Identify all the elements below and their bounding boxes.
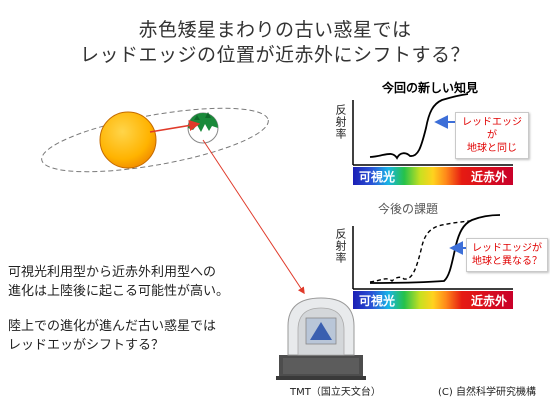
top-panel-axes [352, 100, 513, 166]
bottom-y-axis-label: 反射率 [334, 228, 347, 264]
bottom-spectrum-bar: 可視光 近赤外 [353, 291, 513, 309]
top-y-axis-label: 反射率 [334, 104, 347, 140]
tmt-telescope-icon [276, 297, 366, 380]
orbit-ellipse [41, 107, 269, 173]
bottom-spectrum-nir-label: 近赤外 [470, 294, 507, 308]
top-reflectance-curve [369, 93, 469, 160]
top-spectrum-bar: 可視光 近赤外 [353, 167, 513, 185]
bottom-callout: レッドエッジが 地球と異なる？ [466, 238, 548, 272]
top-callout: レッドエッジが 地球と同じ [455, 112, 529, 159]
telescope-caption: TMT（国立天文台） [290, 387, 381, 398]
credit-text: (C) 自然科学研究機構 [438, 387, 536, 398]
bottom-panel-title: 今後の課題 [378, 202, 439, 216]
bottom-callout-line1: レッドエッジが [472, 243, 542, 254]
body-para2-line2: レッドエッがシフトする？ [8, 338, 165, 353]
body-para1-line2: 進化は上陸後に起こる可能性が高い。 [8, 284, 230, 299]
light-arrow [149, 119, 201, 133]
top-callout-line1: レッドエッジが [462, 117, 522, 141]
observation-arrow [202, 139, 305, 295]
body-para2-line1: 陸上での進化が進んだ古い惑星では [8, 319, 217, 334]
slide-title-line2: レッドエッジの位置が近赤外にシフトする？ [79, 44, 470, 66]
bottom-panel-axes [352, 226, 513, 290]
top-panel-title: 今回の新しい知見 [382, 81, 479, 95]
top-spectrum-nir-label: 近赤外 [470, 170, 507, 184]
red-dwarf-star [99, 111, 157, 169]
slide-title-line1: 赤色矮星まわりの古い惑星では [138, 19, 412, 41]
body-para1-line1: 可視光利用型から近赤外利用型への [8, 265, 217, 280]
bottom-spectrum-visible-label: 可視光 [359, 294, 396, 308]
bottom-dashed-curve [369, 220, 471, 283]
top-spectrum-visible-label: 可視光 [359, 170, 396, 184]
planet-icon [187, 112, 219, 144]
bottom-callout-line2: 地球と異なる？ [472, 256, 542, 267]
top-callout-line2: 地球と同じ [467, 143, 517, 154]
